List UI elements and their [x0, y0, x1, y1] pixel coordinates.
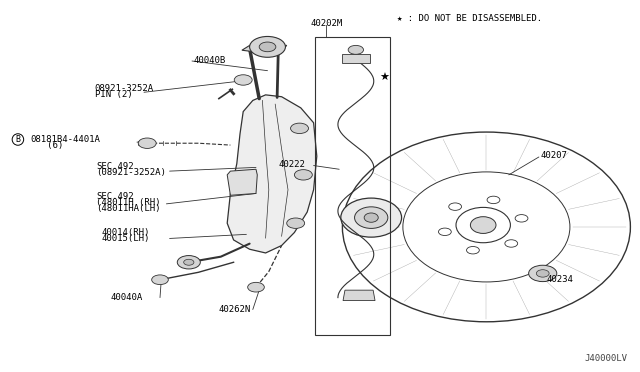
Text: 08921-3252A: 08921-3252A [95, 84, 154, 93]
Text: 40040A: 40040A [110, 293, 142, 302]
Text: 40207: 40207 [541, 151, 568, 160]
Text: 40040B: 40040B [194, 56, 226, 65]
Ellipse shape [340, 198, 402, 237]
Text: 40222: 40222 [278, 160, 305, 169]
Circle shape [348, 45, 364, 54]
Circle shape [505, 240, 518, 247]
Circle shape [294, 170, 312, 180]
Circle shape [250, 36, 285, 57]
Text: SEC.492: SEC.492 [96, 192, 134, 201]
Circle shape [184, 259, 194, 265]
Polygon shape [342, 54, 370, 63]
Text: (48011HA(LH): (48011HA(LH) [96, 204, 161, 213]
Ellipse shape [364, 213, 378, 222]
Polygon shape [343, 290, 375, 301]
Text: J40000LV: J40000LV [584, 354, 627, 363]
Text: 40234: 40234 [547, 275, 573, 284]
Text: 08181B4-4401A: 08181B4-4401A [31, 135, 100, 144]
Circle shape [529, 265, 557, 282]
Circle shape [177, 256, 200, 269]
Text: PIN (2): PIN (2) [95, 90, 132, 99]
Circle shape [467, 247, 479, 254]
Text: ★ : DO NOT BE DISASSEMBLED.: ★ : DO NOT BE DISASSEMBLED. [397, 14, 542, 23]
Circle shape [248, 282, 264, 292]
Text: (48011H (RH): (48011H (RH) [96, 198, 161, 207]
Circle shape [438, 228, 451, 235]
Text: (08921-3252A): (08921-3252A) [96, 168, 166, 177]
Circle shape [449, 203, 461, 211]
Text: 40014(RH): 40014(RH) [101, 228, 150, 237]
Ellipse shape [355, 207, 388, 228]
Circle shape [287, 218, 305, 228]
Circle shape [487, 196, 500, 203]
Circle shape [234, 75, 252, 85]
Bar [315, 37, 390, 335]
Circle shape [259, 42, 276, 52]
Ellipse shape [470, 217, 496, 234]
Circle shape [138, 138, 156, 148]
Text: 40015(LH): 40015(LH) [101, 234, 150, 243]
Circle shape [152, 275, 168, 285]
Polygon shape [227, 169, 257, 195]
Text: B: B [15, 135, 20, 144]
Text: 40262N: 40262N [219, 305, 251, 314]
Text: 40202M: 40202M [310, 19, 342, 28]
Text: (6): (6) [31, 141, 63, 150]
Text: SEC.492: SEC.492 [96, 162, 134, 171]
Text: ★: ★ [380, 73, 390, 83]
Polygon shape [227, 95, 317, 253]
Circle shape [515, 215, 528, 222]
Polygon shape [242, 45, 287, 53]
Circle shape [536, 270, 549, 277]
Circle shape [291, 123, 308, 134]
